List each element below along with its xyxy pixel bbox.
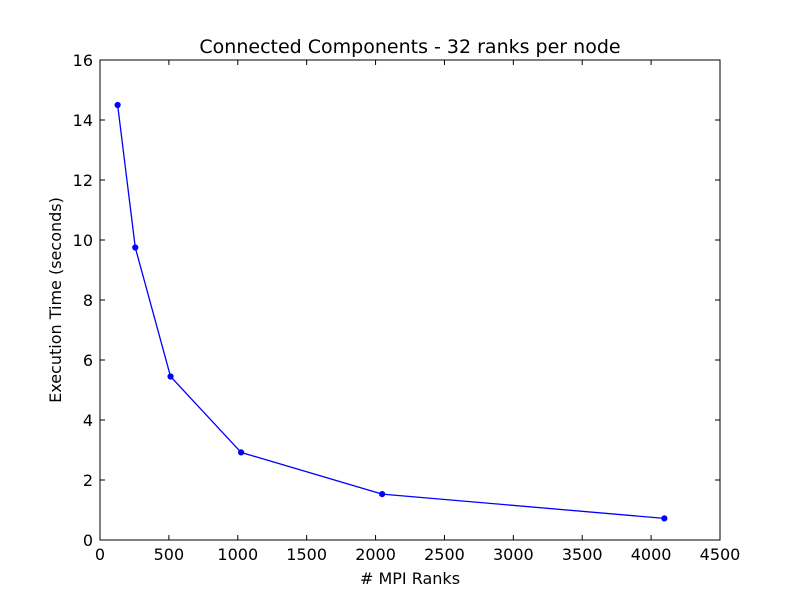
y-tick-label: 6 bbox=[83, 351, 93, 370]
series-line bbox=[116, 104, 665, 520]
data-point bbox=[114, 101, 121, 109]
y-tick-label: 10 bbox=[73, 231, 93, 250]
chart-title: Connected Components - 32 ranks per node bbox=[199, 36, 620, 58]
x-axis-label: # MPI Ranks bbox=[360, 569, 460, 588]
data-point bbox=[237, 449, 245, 456]
y-tick-label: 14 bbox=[73, 111, 93, 130]
x-tick-label: 4000 bbox=[631, 545, 672, 564]
data-point bbox=[167, 373, 174, 380]
x-tick-label: 2500 bbox=[424, 545, 465, 564]
x-tick-label: 1000 bbox=[217, 545, 258, 564]
x-tick-label: 3000 bbox=[493, 545, 534, 564]
x-tick-label: 2000 bbox=[355, 545, 396, 564]
series-layer bbox=[114, 101, 668, 522]
y-tick-label: 0 bbox=[83, 531, 93, 550]
plot-frame bbox=[99, 59, 721, 541]
y-axis-label: Execution Time (seconds) bbox=[46, 197, 65, 403]
y-tick-label: 12 bbox=[73, 171, 93, 190]
data-point bbox=[379, 491, 386, 498]
x-tick-label: 4500 bbox=[700, 545, 741, 564]
data-point bbox=[661, 515, 668, 522]
x-tick-label: 0 bbox=[95, 545, 105, 564]
axis-ticks: 0 500 1000 1500 2000 2500 3000 3500 4000 4500 0 2 4 6… bbox=[73, 51, 741, 564]
y-tick-label: 4 bbox=[83, 411, 93, 430]
x-tick-label: 500 bbox=[154, 545, 185, 564]
x-tick-label: 1500 bbox=[286, 545, 327, 564]
x-tick-label: 3500 bbox=[562, 545, 603, 564]
y-tick-label: 8 bbox=[83, 291, 93, 310]
y-tick-label: 2 bbox=[83, 471, 93, 490]
data-point bbox=[132, 244, 139, 251]
y-tick-label: 16 bbox=[73, 51, 93, 70]
